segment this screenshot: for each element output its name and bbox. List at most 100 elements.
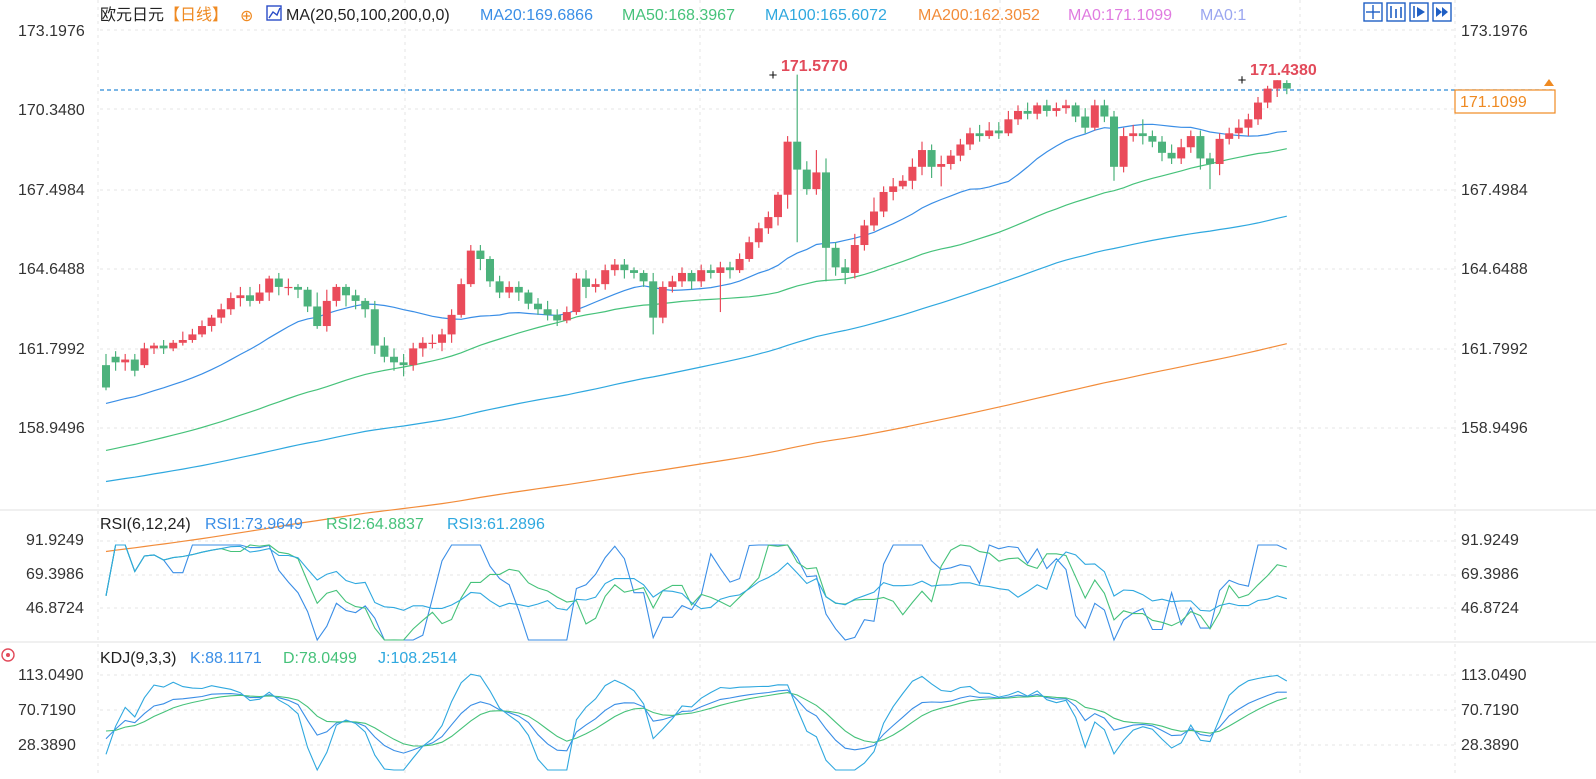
candle <box>783 136 792 209</box>
kdj-d-value: D:78.0499 <box>283 650 357 667</box>
candle <box>236 286 245 307</box>
ma20-value: MA20:169.6866 <box>480 7 593 24</box>
kdj-j-value: J:108.2514 <box>378 650 457 667</box>
candle <box>994 122 1003 139</box>
candle <box>870 197 878 232</box>
candle <box>745 236 754 262</box>
ma200-value: MA200:162.3052 <box>918 7 1040 24</box>
rsi2-line <box>105 544 1287 641</box>
chart-type-icon[interactable] <box>1386 2 1406 22</box>
candle <box>793 74 802 243</box>
candle <box>274 272 283 296</box>
add-indicator-icon[interactable]: ⊕ <box>240 8 253 25</box>
candle <box>1081 108 1090 134</box>
candle <box>543 300 552 321</box>
candle <box>937 155 946 187</box>
candle <box>380 337 389 363</box>
candle <box>159 339 168 354</box>
candle <box>534 298 542 315</box>
candle <box>764 211 773 234</box>
candle <box>553 309 562 327</box>
kdj-tick-label: 113.0490 <box>18 667 84 684</box>
candle <box>102 353 110 391</box>
price-tick-label: 167.4984 <box>1461 182 1528 199</box>
candle <box>1177 138 1186 165</box>
kdj-tick-label: 28.3890 <box>18 737 76 754</box>
price-tick-label: 164.6488 <box>1461 261 1528 278</box>
candle <box>889 177 898 201</box>
candle <box>332 284 341 307</box>
candle <box>486 256 494 287</box>
candle <box>1244 113 1253 137</box>
ma-settings-icon[interactable] <box>266 5 282 21</box>
rsi2-value: RSI2:64.8837 <box>326 516 424 533</box>
candle <box>649 272 658 335</box>
ma0-secondary-value: MA0:1 <box>1200 7 1246 24</box>
candle <box>1254 96 1262 125</box>
candle <box>754 222 763 248</box>
price-up-arrow-icon <box>1544 79 1554 86</box>
moving-average-lines <box>105 123 1287 553</box>
chart-legend: 欧元日元 【日线】 ⊕ MA(20,50,100,200,0,0) MA20:1… <box>100 5 1246 25</box>
candle <box>1282 80 1291 95</box>
kdj-tick-label: 28.3890 <box>1461 737 1519 754</box>
candle <box>313 292 322 329</box>
indicator-icon[interactable] <box>1409 2 1429 22</box>
candle <box>217 303 226 324</box>
candle <box>284 278 293 296</box>
price-tick-label: 173.1976 <box>18 23 85 40</box>
candle <box>975 124 984 142</box>
price-tick-label: 158.9496 <box>1461 420 1528 437</box>
candle <box>1148 130 1157 148</box>
ma20-line <box>105 123 1287 404</box>
candle <box>1004 110 1013 137</box>
candle <box>946 150 955 170</box>
ma0-value: MA0:171.1099 <box>1068 7 1172 24</box>
symbol-label: 欧元日元 <box>100 6 164 24</box>
candle <box>322 289 331 332</box>
candle <box>121 353 130 371</box>
candle <box>514 281 523 301</box>
target-icon[interactable] <box>1 648 15 662</box>
candle <box>668 275 677 293</box>
candle <box>927 144 936 178</box>
candle <box>226 292 235 315</box>
forward-icon[interactable] <box>1432 2 1452 22</box>
recent-high-marker: + 171.4380 <box>1238 62 1317 89</box>
ma50-line <box>105 148 1287 451</box>
ma100-value: MA100:165.6072 <box>765 7 887 24</box>
candle <box>802 161 811 195</box>
candle <box>966 127 974 151</box>
crosshair-icon[interactable] <box>1363 2 1383 22</box>
candle <box>198 320 206 338</box>
candle <box>774 191 782 226</box>
candlesticks <box>102 74 1291 391</box>
price-tick-label: 158.9496 <box>18 420 85 437</box>
rsi-lines <box>105 544 1288 642</box>
candle <box>207 314 216 332</box>
rsi-title: RSI(6,12,24) <box>100 516 191 533</box>
candle <box>706 264 715 279</box>
candle <box>860 219 869 251</box>
candle <box>466 245 475 287</box>
period-selector[interactable]: 【日线】 <box>164 6 228 24</box>
candle <box>447 309 456 343</box>
candle <box>130 353 139 377</box>
ma-label: MA(20,50,100,200,0,0) <box>286 7 450 24</box>
rsi-tick-label: 46.8724 <box>26 600 84 617</box>
candle <box>1138 119 1147 145</box>
candle <box>726 261 734 279</box>
price-axis-right: 173.1976 167.4984 164.6488 161.7992 158.… <box>1461 23 1528 437</box>
candle <box>265 275 274 301</box>
rsi-tick-label: 69.3986 <box>1461 566 1519 583</box>
candle <box>601 264 610 290</box>
candle <box>1014 105 1022 125</box>
price-tick-label: 173.1976 <box>1461 23 1528 40</box>
candle <box>610 258 619 276</box>
candle <box>822 158 830 282</box>
candle <box>1119 127 1128 173</box>
candle <box>1273 80 1282 97</box>
high-cross-icon: + <box>1238 72 1247 89</box>
candle <box>150 342 158 354</box>
